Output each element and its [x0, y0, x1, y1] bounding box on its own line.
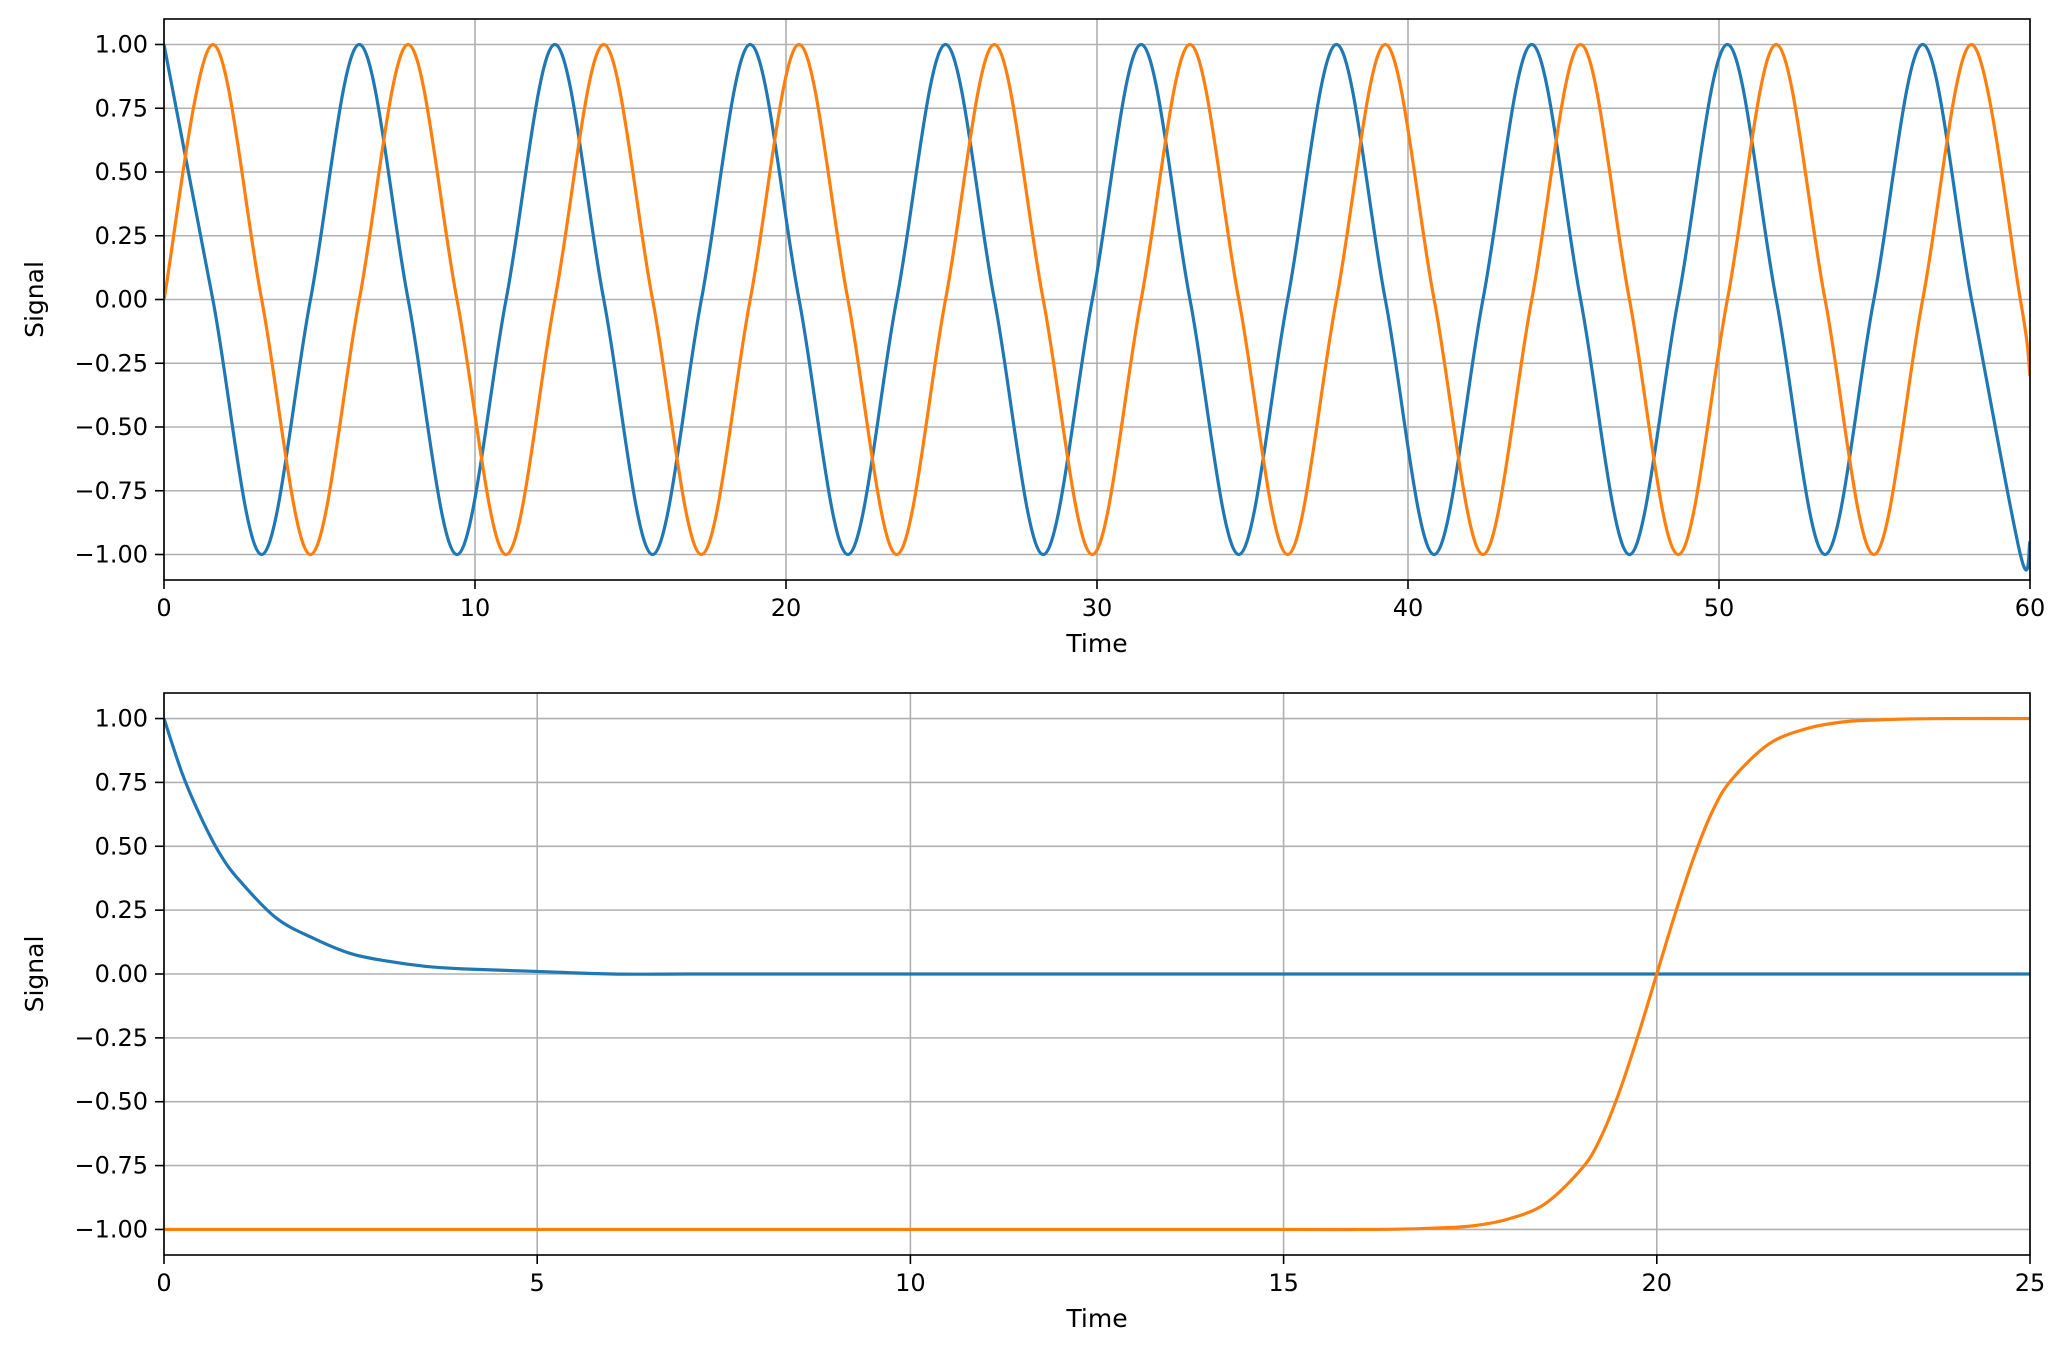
y-axis-label: Signal — [20, 936, 49, 1013]
y-axis-label: Signal — [20, 261, 49, 338]
x-tick-label: 10 — [895, 1269, 926, 1297]
y-tick-label: 0.25 — [95, 222, 148, 250]
series-line-2 — [164, 716, 2030, 1232]
series-line-2 — [164, 42, 2030, 557]
y-tick-label: 0.25 — [95, 896, 148, 924]
y-tick-label: −0.25 — [74, 349, 148, 377]
x-tick-label: 40 — [1393, 594, 1424, 622]
series-line-1 — [164, 718, 2030, 976]
y-tick-label: −1.00 — [74, 541, 148, 569]
x-tick-label: 60 — [2015, 594, 2046, 622]
y-tick-label: −1.00 — [74, 1215, 148, 1243]
y-tick-label: 0.75 — [95, 768, 148, 796]
x-tick-label: 0 — [156, 1269, 171, 1297]
x-tick-label: 20 — [1642, 1269, 1673, 1297]
y-tick-label: 0.50 — [95, 158, 148, 186]
y-tick-label: 0.00 — [95, 960, 148, 988]
x-tick-label: 0 — [156, 594, 171, 622]
chart-panel-2: 0 5 10 15 20 25 1.00 0.75 0.50 0.25 0.00 −0.25 −0.50… — [20, 692, 2046, 1333]
series-line-1 — [164, 42, 2030, 572]
y-tick-label: 0.50 — [95, 832, 148, 860]
x-tick-label: 15 — [1268, 1269, 1299, 1297]
x-axis-label: Time — [1065, 629, 1127, 658]
y-tick-label: 1.00 — [95, 31, 148, 59]
x-tick-label: 30 — [1082, 594, 1113, 622]
y-tick-label: −0.50 — [74, 413, 148, 441]
y-tick-label: −0.75 — [74, 1152, 148, 1180]
x-tick-label: 20 — [771, 594, 802, 622]
x-axis-label: Time — [1065, 1304, 1127, 1333]
x-tick-label: 50 — [1704, 594, 1735, 622]
y-tick-label: 0.00 — [95, 286, 148, 314]
x-tick-label: 25 — [2015, 1269, 2046, 1297]
y-tick-label: −0.75 — [74, 477, 148, 505]
x-tick-label: 10 — [460, 594, 491, 622]
y-tick-label: −0.25 — [74, 1024, 148, 1052]
y-tick-label: 1.00 — [95, 705, 148, 733]
y-tick-label: −0.50 — [74, 1088, 148, 1116]
y-tick-label: 0.75 — [95, 94, 148, 122]
x-tick-label: 5 — [530, 1269, 545, 1297]
chart-panel-1: 0 10 20 30 40 50 60 1.00 0.75 0.50 0.25 0.00 −0.25 −0… — [20, 18, 2046, 658]
